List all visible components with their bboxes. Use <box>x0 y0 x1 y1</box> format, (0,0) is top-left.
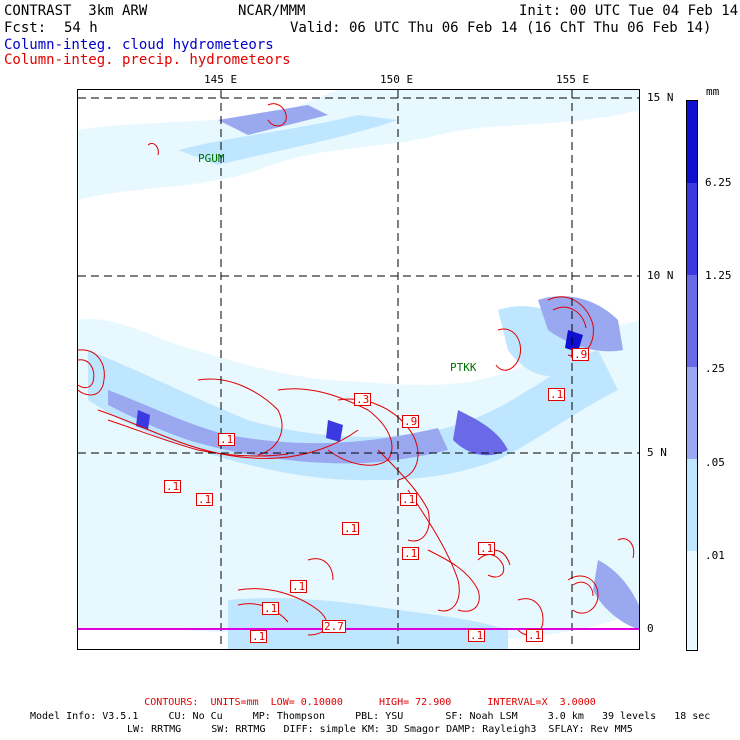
station-pgum: PGUM <box>198 152 225 165</box>
lon-label-155: 155 E <box>556 73 590 86</box>
model-info: Model Info: V3.5.1 CU: No Cu MP: Thompso… <box>30 711 711 722</box>
colorbar-segment <box>687 101 697 183</box>
physics-info: LW: RRTMG SW: RRTMG DIFF: simple KM: 3D … <box>127 724 633 735</box>
contour-label: .1 <box>164 480 182 493</box>
lat-label-5n: 5 N <box>647 446 667 459</box>
colorbar <box>686 100 698 651</box>
lat-lon-grid <box>78 90 639 649</box>
contour-label: .1 <box>262 602 280 615</box>
contour-label: .1 <box>196 493 214 506</box>
colorbar-unit: mm <box>706 85 720 98</box>
colorbar-segment <box>687 275 697 367</box>
contour-label: .1 <box>402 547 420 560</box>
map-panel: PGUM PTKK .1 .1 .1 .3 .9 .1 .1 .1 .1 .9 … <box>77 89 640 650</box>
colorbar-tick: .25 <box>705 362 725 375</box>
lon-label-150: 150 E <box>380 73 414 86</box>
contour-label: .9 <box>402 415 420 428</box>
field-precip-label: Column-integ. precip. hydrometeors <box>4 52 291 68</box>
colorbar-segment <box>687 183 697 275</box>
colorbar-segment <box>687 551 697 650</box>
contour-label: 2.7 <box>322 620 346 633</box>
contour-label: .3 <box>354 393 372 406</box>
valid-time: Valid: 06 UTC Thu 06 Feb 14 (16 ChT Thu … <box>290 20 712 36</box>
lat-label-0: 0 <box>647 622 654 635</box>
contour-label: .9 <box>572 348 590 361</box>
contour-info: CONTOURS: UNITS=mm LOW= 0.10000 HIGH= 72… <box>144 697 596 708</box>
contour-label: .1 <box>250 630 268 643</box>
lon-label-145: 145 E <box>204 73 238 86</box>
contour-label: .1 <box>526 629 544 642</box>
contour-label: .1 <box>290 580 308 593</box>
model-title: CONTRAST 3km ARW <box>4 3 148 19</box>
colorbar-tick: 6.25 <box>705 176 732 189</box>
precip-contours <box>78 103 635 636</box>
center-name: NCAR/MMM <box>238 3 306 19</box>
fcst-label: Fcst: <box>4 20 47 36</box>
contour-label: .1 <box>218 433 236 446</box>
contour-label: .1 <box>342 522 360 535</box>
colorbar-segment <box>687 367 697 459</box>
init-time: Init: 00 UTC Tue 04 Feb 14 <box>519 3 739 19</box>
lat-label-15n: 15 N <box>647 91 674 104</box>
colorbar-tick: .05 <box>705 456 725 469</box>
colorbar-tick: 1.25 <box>705 269 732 282</box>
contour-label: .1 <box>548 388 566 401</box>
cloud-shading <box>78 90 639 649</box>
colorbar-segment <box>687 459 697 551</box>
contour-label: .1 <box>468 629 486 642</box>
fcst-value: 54 h <box>64 20 98 36</box>
station-ptkk: PTKK <box>450 361 477 374</box>
field-cloud-label: Column-integ. cloud hydrometeors <box>4 37 274 53</box>
contour-label: .1 <box>478 542 496 555</box>
map-svg <box>78 90 639 649</box>
colorbar-tick: .01 <box>705 549 725 562</box>
contour-label: .1 <box>400 493 418 506</box>
lat-label-10n: 10 N <box>647 269 674 282</box>
